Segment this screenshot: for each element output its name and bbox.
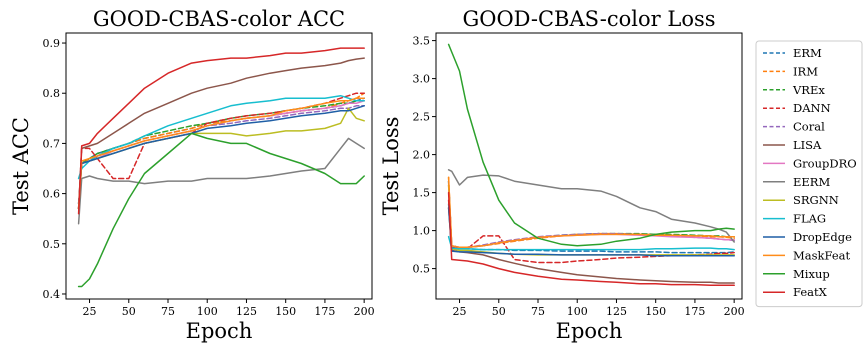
y-tick-label: 2.5 <box>413 111 431 124</box>
series-line-lisa <box>447 207 735 284</box>
legend-label: MaskFeat <box>793 248 851 262</box>
chart-title: GOOD-CBAS-color ACC <box>93 7 345 31</box>
legend-label: VREx <box>792 83 825 97</box>
chart-loss: 25 50 75 100 125 150 175 200 0.5 1.0 1.5 2.0 2.5 3.0 3… <box>379 7 745 343</box>
series-line-lisa <box>77 57 365 210</box>
x-tick-label: 200 <box>724 305 745 318</box>
series-line-dropedge <box>447 207 735 257</box>
y-tick-label: 3.5 <box>413 35 431 48</box>
series-line-vrex <box>77 100 365 205</box>
x-tick-label: 125 <box>236 305 257 318</box>
y-tick-label: 2.0 <box>413 149 431 162</box>
x-axis-label: Epoch <box>556 319 623 343</box>
y-axis-label: Test Loss <box>379 117 403 216</box>
series-line-featx <box>77 47 365 215</box>
y-tick-label: 3.0 <box>413 73 431 86</box>
legend-box <box>755 40 863 308</box>
legend-label: DANN <box>793 101 831 115</box>
legend-label: Mixup <box>793 267 830 281</box>
legend-label: DropEdge <box>793 230 852 244</box>
series-line-maskfeat <box>447 176 735 249</box>
series-line-dann <box>77 92 365 210</box>
x-axis-label: Epoch <box>186 319 253 343</box>
plot-frame <box>65 32 373 300</box>
chart-title: GOOD-CBAS-color Loss <box>462 7 715 31</box>
y-tick-label: 0.8 <box>43 87 61 100</box>
series-line-mixup <box>447 43 735 247</box>
x-tick-label: 75 <box>531 305 545 318</box>
series-line-groupdro <box>447 184 735 249</box>
x-tick-label: 100 <box>567 305 588 318</box>
legend-label: Coral <box>793 120 825 134</box>
x-tick-label: 150 <box>275 305 296 318</box>
series-line-mixup <box>77 132 365 288</box>
y-tick-label: 1.0 <box>413 225 431 238</box>
legend-label: IRM <box>793 64 818 78</box>
x-tick-label: 125 <box>606 305 627 318</box>
y-tick-label: 0.6 <box>43 188 61 201</box>
x-tick-label: 75 <box>161 305 175 318</box>
legend-label: EERM <box>793 175 830 189</box>
x-tick-label: 50 <box>492 305 506 318</box>
x-tick-label: 175 <box>314 305 335 318</box>
x-tick-label: 150 <box>645 305 666 318</box>
y-tick-label: 0.5 <box>43 238 61 251</box>
series-line-dropedge <box>77 105 365 210</box>
x-tick-label: 50 <box>122 305 136 318</box>
legend-label: ERM <box>793 46 822 60</box>
series-line-maskfeat <box>77 97 365 210</box>
y-tick-label: 0.5 <box>413 263 431 276</box>
y-tick-label: 1.5 <box>413 187 431 200</box>
series-line-featx <box>447 191 735 287</box>
y-axis-label: Test ACC <box>9 117 33 215</box>
y-tick-label: 0.9 <box>43 37 61 50</box>
x-tick-label: 25 <box>453 305 467 318</box>
series-line-erm <box>447 203 735 254</box>
legend-label: FLAG <box>793 212 826 226</box>
legend-label: GroupDRO <box>793 156 857 170</box>
x-tick-label: 25 <box>83 305 97 318</box>
legend-label: FeatX <box>793 285 828 299</box>
chart-acc: 25 50 75 100 125 150 175 200 0.4 0.5 0.6 0.7 0.8 0.9 G… <box>9 7 375 343</box>
legend-label: LISA <box>793 138 822 152</box>
series-line-flag <box>447 235 735 251</box>
legend: ERM IRM VREx DANN Coral LISA GroupDRO EERM SRGNN… <box>755 40 863 308</box>
x-tick-label: 200 <box>354 305 375 318</box>
x-tick-label: 175 <box>684 305 705 318</box>
legend-label: SRGNN <box>793 193 839 207</box>
x-tick-label: 100 <box>197 305 218 318</box>
series-line-eerm <box>77 137 365 225</box>
series-line-groupdro <box>77 100 365 210</box>
series-line-erm <box>77 97 365 210</box>
y-tick-label: 0.4 <box>43 288 61 301</box>
y-tick-label: 0.7 <box>43 137 61 150</box>
plot-frame <box>435 32 743 300</box>
series-line-eerm <box>447 169 735 243</box>
